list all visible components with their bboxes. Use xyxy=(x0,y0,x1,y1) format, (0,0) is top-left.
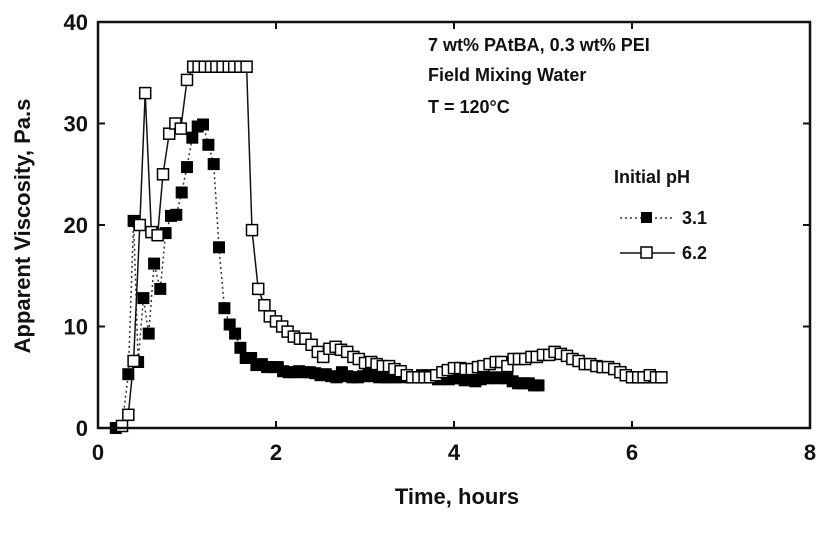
data-point-6-2 xyxy=(240,60,253,73)
legend-entry-6-2: 6.2 xyxy=(620,243,707,263)
legend: Initial pH 3.1 6.2 xyxy=(614,167,707,263)
series-3-1 xyxy=(109,118,545,434)
data-point-3-1 xyxy=(181,161,193,174)
x-tick-label: 8 xyxy=(804,440,816,465)
tick-labels-layer: 0 2 4 6 8 0 10 20 30 40 xyxy=(64,10,817,465)
legend-label-6-2: 6.2 xyxy=(682,243,707,263)
y-tick-label: 30 xyxy=(64,112,88,137)
x-tick-label: 6 xyxy=(626,440,638,465)
ticks-layer xyxy=(97,21,811,429)
data-point-3-1 xyxy=(218,302,231,315)
x-tick-label: 0 xyxy=(92,440,104,465)
annotation-line-1: 7 wt% PAtBA, 0.3 wt% PEI xyxy=(428,35,650,55)
data-point-6-2 xyxy=(174,122,188,135)
series-6-2 xyxy=(115,60,668,433)
data-point-6-2 xyxy=(655,371,668,384)
legend-title: Initial pH xyxy=(614,167,690,187)
data-point-3-1 xyxy=(202,138,215,151)
data-point-3-1 xyxy=(234,341,247,354)
data-point-3-1 xyxy=(175,186,188,199)
legend-marker-3-1 xyxy=(641,212,652,223)
legend-entry-3-1: 3.1 xyxy=(620,208,707,228)
legend-label-3-1: 3.1 xyxy=(682,208,707,228)
data-point-6-2 xyxy=(162,127,176,140)
x-axis-label: Time, hours xyxy=(395,484,519,509)
data-point-3-1 xyxy=(229,327,242,340)
data-point-6-2 xyxy=(251,282,265,296)
data-point-3-1 xyxy=(122,368,135,381)
data-point-3-1 xyxy=(170,208,183,221)
series-layer xyxy=(109,60,668,434)
data-point-6-2 xyxy=(122,408,135,422)
data-point-6-2 xyxy=(151,228,164,242)
annotation-line-2: Field Mixing Water xyxy=(428,65,586,85)
y-tick-label: 10 xyxy=(64,315,88,340)
y-tick-label: 20 xyxy=(64,213,88,238)
data-point-6-2 xyxy=(115,419,129,433)
data-point-3-1 xyxy=(213,241,225,254)
data-point-6-2 xyxy=(133,218,147,232)
y-axis-label: Apparent Viscosity, Pa.s xyxy=(10,99,35,354)
y-tick-label: 40 xyxy=(64,10,88,35)
data-point-3-1 xyxy=(148,257,161,270)
data-point-6-2 xyxy=(180,73,194,87)
x-tick-label: 4 xyxy=(448,440,461,465)
data-point-3-1 xyxy=(142,327,155,340)
data-point-3-1 xyxy=(154,282,167,295)
data-point-6-2 xyxy=(138,86,152,100)
y-tick-label: 0 xyxy=(76,416,88,441)
data-point-3-1 xyxy=(197,118,209,131)
data-point-6-2 xyxy=(156,168,170,181)
data-point-6-2 xyxy=(258,298,271,312)
data-point-3-1 xyxy=(532,379,545,392)
x-tick-label: 2 xyxy=(270,440,282,465)
annotation-line-3: T = 120°C xyxy=(428,97,510,117)
data-point-3-1 xyxy=(186,131,199,144)
legend-marker-6-2 xyxy=(640,246,653,259)
data-point-3-1 xyxy=(137,292,150,305)
data-point-6-2 xyxy=(245,223,259,237)
data-point-6-2 xyxy=(127,354,140,368)
data-point-3-1 xyxy=(207,158,220,171)
